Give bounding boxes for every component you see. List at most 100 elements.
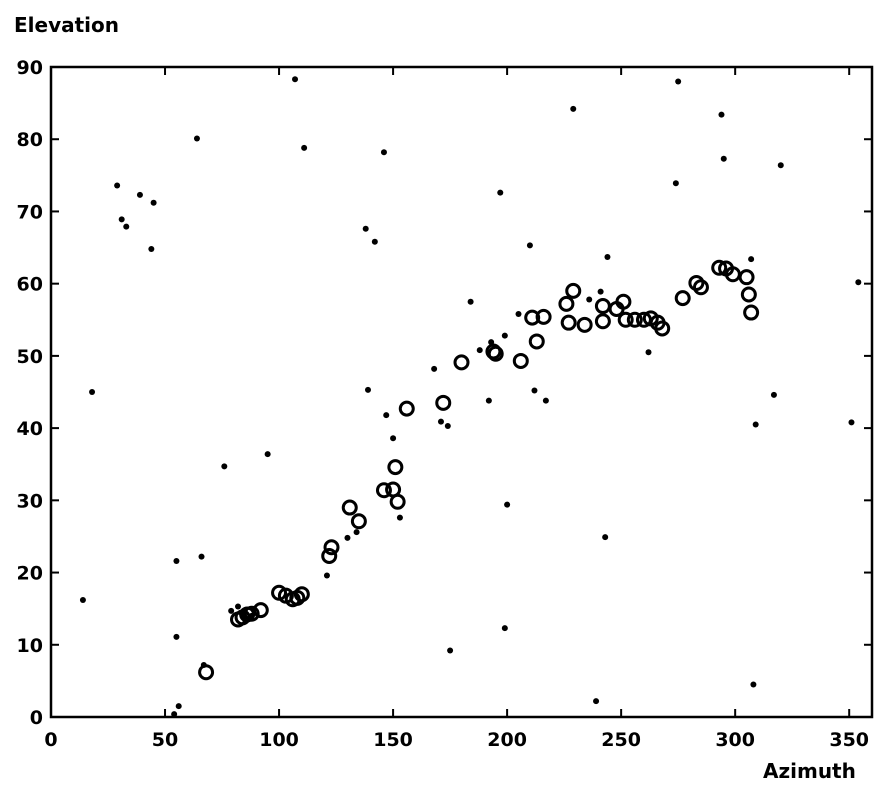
data-point-circle (576, 316, 593, 333)
data-point-dot (476, 347, 483, 354)
data-point-dot (136, 191, 143, 198)
plot-border (49, 65, 874, 719)
data-point-dot (497, 189, 504, 196)
data-point-dot (431, 365, 438, 372)
data-point-circle (487, 345, 504, 362)
data-point-dot (597, 288, 604, 295)
y-tick-label: 90 (17, 57, 43, 79)
data-point-circle (341, 499, 358, 516)
x-tick-label: 350 (829, 729, 869, 751)
data-point-dot (396, 514, 403, 521)
data-point-circle (711, 259, 728, 276)
data-point-circle (524, 309, 541, 326)
data-point-dot (501, 625, 508, 632)
data-point-dot (344, 534, 351, 541)
x-tick-label: 50 (152, 729, 178, 751)
data-point-dot (570, 105, 577, 112)
data-point-circle (375, 482, 392, 499)
data-point-circle (398, 400, 415, 417)
y-tick-label: 40 (17, 418, 43, 440)
y-axis: 0 10 20 30 40 50 60 70 80 90 (17, 57, 872, 729)
data-point-circle (528, 333, 545, 350)
data-point-dot (89, 389, 96, 395)
data-point-dot (604, 253, 611, 260)
data-point-dot (602, 534, 609, 541)
data-point-dot (171, 711, 178, 718)
data-point-circle (252, 602, 269, 619)
data-point-dot (114, 182, 121, 189)
data-point-dot (586, 296, 593, 303)
data-point-dot (444, 422, 451, 429)
data-point-dot (645, 349, 652, 356)
data-point-dot (748, 256, 755, 263)
data-point-dot (221, 463, 228, 470)
data-point-dot (200, 662, 207, 668)
data-point-dot (855, 279, 862, 286)
data-point-dot (752, 421, 759, 428)
data-point-circle (626, 311, 643, 328)
data-point-circle (512, 352, 529, 369)
data-point-dot (447, 647, 454, 654)
data-point-dot (515, 311, 522, 317)
y-tick-label: 10 (17, 635, 43, 657)
data-point-dot (118, 216, 125, 223)
data-point-dot (718, 111, 725, 118)
data-point-circle (692, 279, 709, 296)
data-point-dot (362, 225, 369, 232)
data-point-dot (750, 681, 757, 688)
data-point-circle (453, 354, 470, 371)
data-point-circle (323, 539, 340, 556)
data-point-dot (390, 435, 397, 442)
data-point-circle (617, 311, 634, 328)
data-point-dot (770, 391, 777, 398)
data-point-dot (675, 78, 682, 85)
data-point-circle (535, 308, 552, 325)
data-point-circle (350, 513, 367, 530)
data-point-dot (467, 298, 474, 305)
y-tick-label: 20 (17, 563, 43, 585)
data-point-dot (383, 412, 390, 419)
data-point-dot (323, 572, 330, 579)
data-point-circle (674, 290, 691, 307)
data-point-circle (435, 394, 452, 411)
y-tick-label: 0 (30, 707, 43, 729)
data-point-dot (193, 135, 200, 142)
data-point-circle (558, 295, 575, 312)
data-point-dot (301, 144, 308, 151)
data-point-dot (848, 419, 855, 426)
data-point-dot (175, 703, 182, 710)
data-point-circle (485, 343, 502, 360)
y-tick-label: 50 (17, 346, 43, 368)
y-tick-label: 70 (17, 201, 43, 223)
data-point-dot (364, 386, 371, 393)
plot-frame (49, 65, 874, 719)
x-tick-label: 150 (373, 729, 413, 751)
data-point-dot (228, 607, 235, 614)
data-point-circle (743, 304, 760, 321)
data-point-dot (501, 332, 508, 339)
data-point-circle (387, 459, 404, 476)
data-point-dot (241, 609, 248, 616)
data-point-dot (531, 387, 538, 394)
data-point-circle (615, 293, 632, 310)
x-tick-label: 200 (487, 729, 527, 751)
y-tick-label: 30 (17, 490, 43, 512)
data-points (79, 76, 862, 718)
data-point-dot (248, 612, 255, 619)
data-point-dot (173, 558, 180, 564)
data-point-dot (79, 597, 86, 603)
x-axis-title: Azimuth (763, 759, 856, 783)
data-point-dot (198, 553, 205, 560)
data-point-circle (565, 282, 582, 299)
y-axis-title: Elevation (14, 13, 119, 37)
data-point-dot (173, 633, 180, 640)
data-point-dot (542, 397, 549, 404)
data-point-dot (371, 238, 378, 245)
x-tick-label: 250 (601, 729, 641, 751)
data-point-circle (389, 493, 406, 510)
data-point-dot (485, 397, 492, 404)
x-tick-label: 0 (44, 729, 57, 751)
data-point-dot (150, 199, 157, 206)
y-tick-label: 80 (17, 129, 43, 151)
